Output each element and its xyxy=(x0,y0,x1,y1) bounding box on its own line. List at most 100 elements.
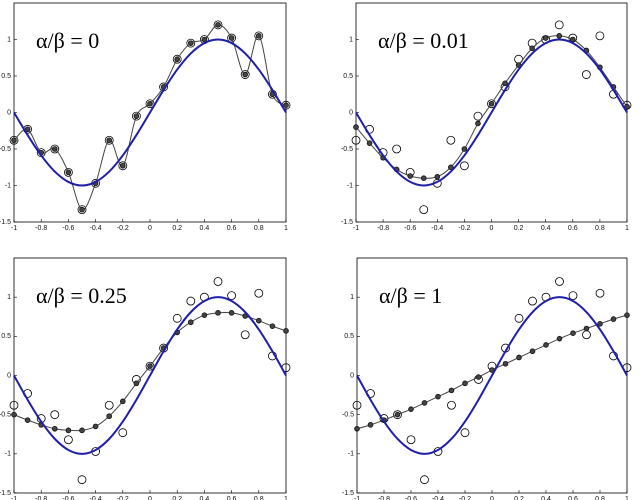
observation-point xyxy=(459,161,469,171)
x-tick-label: 0.8 xyxy=(254,225,264,232)
fit-point xyxy=(65,427,72,434)
x-tick-label: 0.8 xyxy=(595,496,605,500)
fit-point xyxy=(147,363,153,369)
x-tick-label: -0.2 xyxy=(117,496,129,500)
fit-point xyxy=(79,427,85,434)
observation-point xyxy=(145,99,155,109)
x-tick-label: 1 xyxy=(625,225,629,232)
fit-point xyxy=(133,113,140,119)
y-tick-label: 0 xyxy=(349,109,353,116)
fit-point xyxy=(435,393,441,400)
x-tick-label: 0 xyxy=(148,225,152,232)
y-tick-label: -0.5 xyxy=(0,412,11,419)
x-tick-label: 1 xyxy=(284,225,288,232)
fit-point xyxy=(556,33,563,39)
observation-point xyxy=(581,70,591,79)
fit-point xyxy=(255,317,262,324)
fit-point xyxy=(215,22,221,28)
fit-point xyxy=(394,411,401,418)
x-tick-label: -0.4 xyxy=(90,225,102,232)
fit-point xyxy=(51,146,58,152)
fit-point xyxy=(448,164,454,171)
y-tick-label: 1 xyxy=(7,36,11,43)
x-tick-label: 0.8 xyxy=(254,496,264,500)
x-tick-label: 0.2 xyxy=(514,496,524,500)
observation-point xyxy=(131,111,141,121)
observation-point xyxy=(446,135,456,145)
fit-point xyxy=(133,380,140,387)
series-line xyxy=(355,38,628,187)
fit-point xyxy=(516,354,522,361)
observation-point xyxy=(227,291,237,301)
x-tick-label: 0.4 xyxy=(200,225,210,232)
fit-point xyxy=(353,124,359,130)
y-tick-label: -1.5 xyxy=(0,490,11,497)
observation-point xyxy=(473,111,483,121)
fit-point xyxy=(583,325,590,332)
x-tick-label: 0.6 xyxy=(227,225,237,232)
x-tick-label: 0.8 xyxy=(595,225,605,232)
observation-point xyxy=(213,20,223,30)
y-tick-label: -0.5 xyxy=(0,146,11,153)
subplot-title: α/β = 0.25 xyxy=(36,283,127,308)
fit-point xyxy=(228,35,235,41)
observation-point xyxy=(392,144,402,154)
fit-point xyxy=(201,312,208,318)
fit-point xyxy=(283,328,289,334)
fit-point xyxy=(11,411,17,418)
observation-point xyxy=(406,435,416,445)
x-tick-label: -0.8 xyxy=(377,225,389,232)
fit-point xyxy=(24,417,31,423)
y-tick-label: -0.5 xyxy=(342,412,354,419)
y-tick-label: 0.5 xyxy=(1,333,11,340)
fit-point xyxy=(188,40,194,46)
series-line xyxy=(13,296,287,455)
observation-point xyxy=(254,31,264,41)
fit-point xyxy=(51,425,58,432)
fit-point xyxy=(228,310,235,316)
x-tick-label: 0.6 xyxy=(227,496,237,500)
x-tick-label: -1 xyxy=(353,225,359,232)
observation-point xyxy=(186,38,196,48)
subplot: -1 -0.8 -0.6 -0.4 -0.2 0 0.2 0.4 0.6 0.8 1-1.5-1-0… xyxy=(0,257,291,500)
observation-point xyxy=(213,277,223,286)
observation-point xyxy=(595,288,605,298)
x-tick-label: 0.4 xyxy=(541,225,551,232)
x-tick-label: -0.6 xyxy=(62,496,74,500)
fit-point xyxy=(188,319,194,326)
fit-point xyxy=(79,206,85,213)
x-tick-label: -0.2 xyxy=(117,225,129,232)
observation-point xyxy=(351,135,361,145)
x-tick-label: -0.4 xyxy=(432,496,444,500)
x-tick-label: 0.2 xyxy=(172,225,182,232)
observation-point xyxy=(447,400,456,410)
x-tick-label: -0.8 xyxy=(35,496,47,500)
fit-point xyxy=(120,398,126,405)
observation-point xyxy=(352,400,362,410)
fit-point xyxy=(420,175,427,182)
x-tick-label: 0.6 xyxy=(568,496,578,500)
fit-point xyxy=(569,36,576,43)
observation-point xyxy=(254,288,264,298)
fit-point xyxy=(201,36,208,43)
observation-point xyxy=(460,428,470,438)
series-line xyxy=(356,296,628,455)
fit-point xyxy=(242,71,249,78)
x-tick-label: -0.4 xyxy=(90,496,102,500)
y-tick-label: -1.5 xyxy=(341,219,353,226)
observation-point xyxy=(64,167,73,177)
y-tick-label: 0.5 xyxy=(1,73,11,80)
fit-point xyxy=(283,102,289,108)
observation-point xyxy=(104,400,114,410)
fit-point xyxy=(354,425,360,432)
fit-point xyxy=(502,80,508,87)
x-tick-label: -0.8 xyxy=(378,496,390,500)
observation-point xyxy=(420,475,429,485)
observation-point xyxy=(186,296,196,306)
fit-point xyxy=(529,45,535,52)
observation-point xyxy=(393,410,402,420)
fit-point xyxy=(488,100,495,107)
observation-point xyxy=(118,428,128,438)
x-tick-label: 0 xyxy=(148,496,152,500)
